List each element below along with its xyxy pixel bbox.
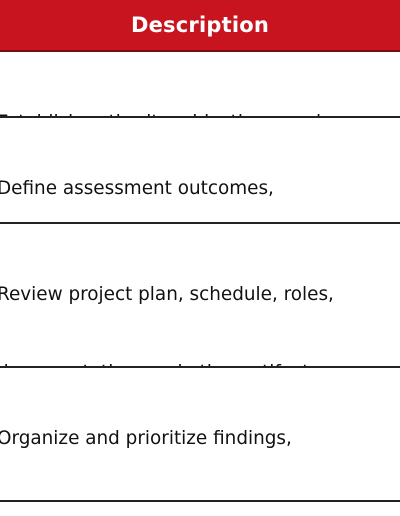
row-text-line: Organize and prioritize findings, [0, 428, 292, 449]
table-row: Define assessment outcomes, deliverables… [0, 118, 400, 224]
table-header: Description [0, 0, 400, 52]
row-text-line: documentation, and other artifacts; [0, 360, 400, 366]
table-row: Establish authority, objectives, and rol… [0, 52, 400, 118]
table-row: Organize and prioritize findings, make r… [0, 368, 400, 502]
row-text-line: Review project plan, schedule, roles, [0, 284, 334, 305]
description-table: Description Establish authority, objecti… [0, 0, 400, 502]
row-text-line: Establish authority, objectives, and [0, 110, 400, 116]
table-row: Review project plan, schedule, roles, do… [0, 224, 400, 368]
column-header-description: Description [130, 13, 270, 37]
row-text-line: Define assessment outcomes, [0, 178, 274, 199]
